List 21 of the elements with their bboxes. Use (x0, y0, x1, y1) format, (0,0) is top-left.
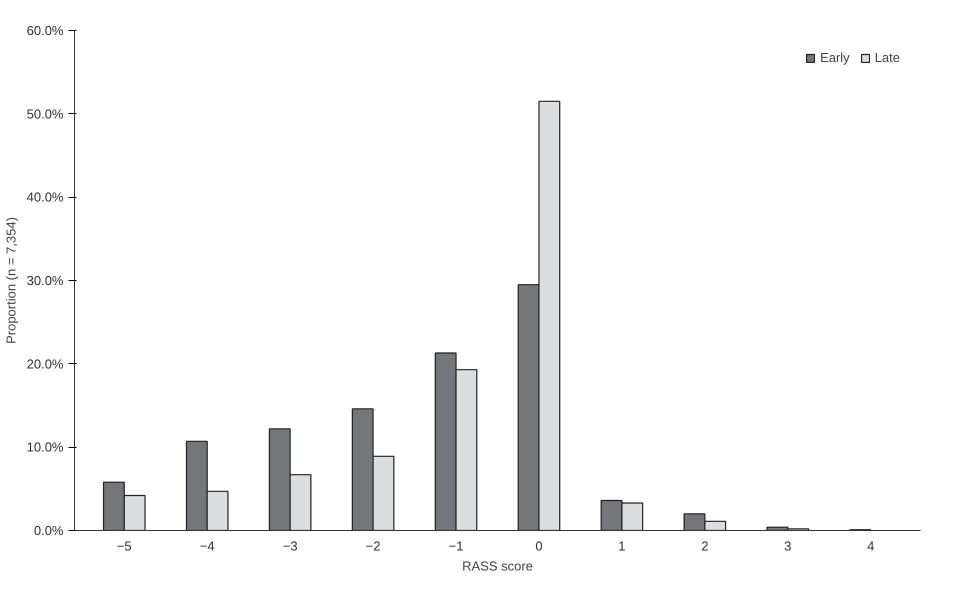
x-tick-label: 3 (784, 538, 792, 554)
y-tick-label: 0.0% (34, 523, 64, 538)
x-tick-label: −2 (366, 538, 381, 554)
y-axis-title: Proportion (n = 7,354) (4, 217, 19, 344)
y-tick-label: 50.0% (26, 106, 64, 122)
x-tick-label: 2 (701, 538, 708, 554)
y-tick-label: 30.0% (26, 273, 64, 288)
y-tick-label: 20.0% (26, 356, 64, 372)
x-tick-label: −3 (282, 538, 298, 554)
x-tick-label: −5 (116, 538, 132, 554)
x-axis-title: RASS score (462, 558, 533, 574)
legend-label: Late (874, 50, 900, 65)
x-tick-label: 1 (618, 538, 626, 554)
x-tick-label: 0 (535, 538, 543, 554)
y-tick-label: 40.0% (26, 190, 64, 205)
x-tick-label: −1 (448, 538, 464, 554)
x-tick-label: −4 (200, 538, 215, 554)
legend-label: Early (820, 50, 850, 65)
x-tick-label: 4 (867, 538, 874, 554)
y-tick-label: 60.0% (26, 23, 64, 38)
y-tick-label: 10.0% (26, 440, 64, 455)
